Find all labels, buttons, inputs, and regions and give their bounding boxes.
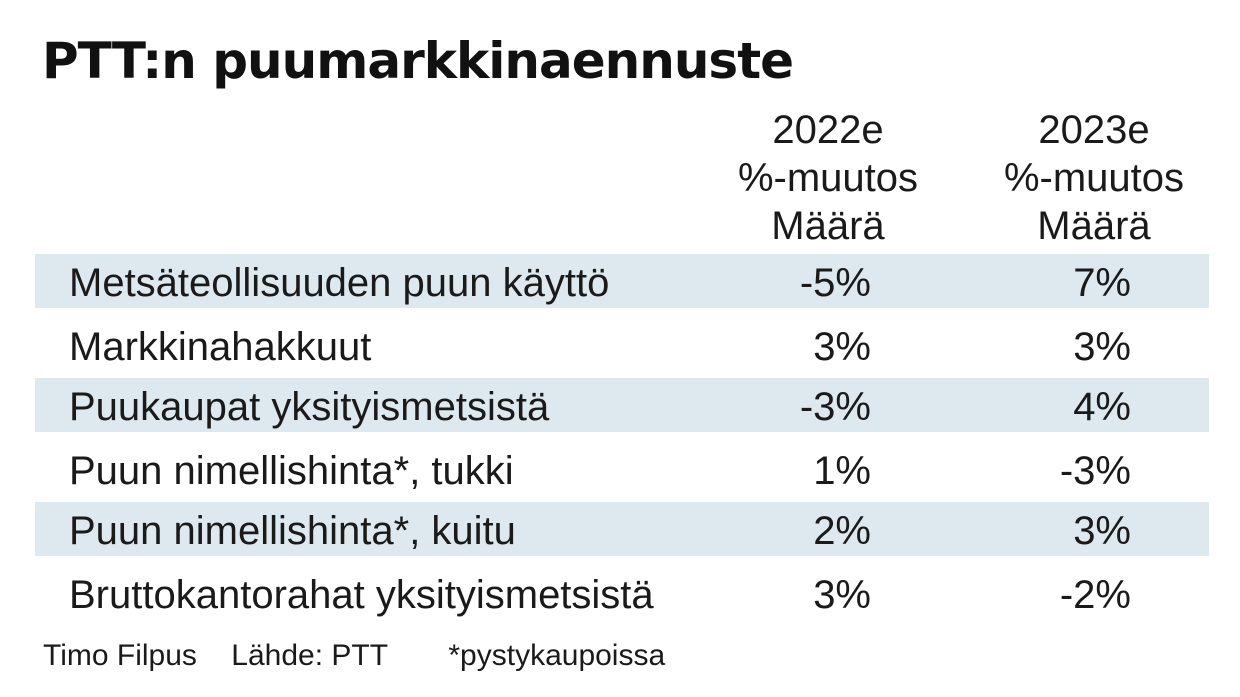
source-credit: Lähde: PTT bbox=[231, 639, 389, 672]
column-header-line: 2023e bbox=[1038, 108, 1150, 152]
value-2022: 3% bbox=[813, 573, 871, 617]
column-header-line: %-muutos bbox=[1003, 156, 1185, 200]
column-header-line: Määrä bbox=[771, 204, 885, 248]
column-header-2022: 2022e %-muutos Määrä bbox=[708, 106, 948, 250]
column-header-line: Määrä bbox=[1037, 204, 1151, 248]
table-row: Markkinahakkuut 3% 3% bbox=[35, 316, 1209, 378]
value-2023: 7% bbox=[1073, 261, 1131, 305]
value-2023: -2% bbox=[1059, 573, 1131, 617]
row-label: Metsäteollisuuden puun käyttö bbox=[69, 261, 610, 305]
value-2023: 3% bbox=[1073, 509, 1131, 553]
value-2022: 1% bbox=[813, 449, 871, 493]
value-2022: -3% bbox=[799, 385, 871, 429]
value-2023: 4% bbox=[1073, 385, 1131, 429]
table-row: Puun nimellishinta*, kuitu 2% 3% bbox=[35, 502, 1209, 556]
row-label: Puukaupat yksityismetsistä bbox=[69, 385, 550, 429]
row-label: Bruttokantorahat yksityismetsistä bbox=[69, 573, 654, 617]
chart-title: PTT:n puumarkkinaennuste bbox=[42, 32, 794, 90]
author-credit: Timo Filpus bbox=[43, 639, 197, 672]
table-row: Metsäteollisuuden puun käyttö -5% 7% bbox=[35, 254, 1209, 308]
forecast-table: Metsäteollisuuden puun käyttö -5% 7% Mar… bbox=[35, 254, 1209, 626]
footnote: *pystykaupoissa bbox=[448, 639, 666, 672]
table-row: Bruttokantorahat yksityismetsistä 3% -2% bbox=[35, 564, 1209, 626]
value-2023: 3% bbox=[1073, 325, 1131, 369]
column-header-line: 2022e bbox=[772, 108, 884, 152]
value-2023: -3% bbox=[1059, 449, 1131, 493]
row-label: Puun nimellishinta*, kuitu bbox=[69, 509, 516, 553]
row-label: Markkinahakkuut bbox=[69, 325, 372, 369]
row-label: Puun nimellishinta*, tukki bbox=[69, 449, 514, 493]
chart-footer: Timo Filpus Lähde: PTT *pystykaupoissa bbox=[43, 636, 665, 676]
value-2022: -5% bbox=[799, 261, 871, 305]
table-row: Puun nimellishinta*, tukki 1% -3% bbox=[35, 440, 1209, 502]
column-header-line: %-muutos bbox=[737, 156, 919, 200]
table-row: Puukaupat yksityismetsistä -3% 4% bbox=[35, 378, 1209, 432]
value-2022: 2% bbox=[813, 509, 871, 553]
column-header-2023: 2023e %-muutos Määrä bbox=[974, 106, 1214, 250]
value-2022: 3% bbox=[813, 325, 871, 369]
